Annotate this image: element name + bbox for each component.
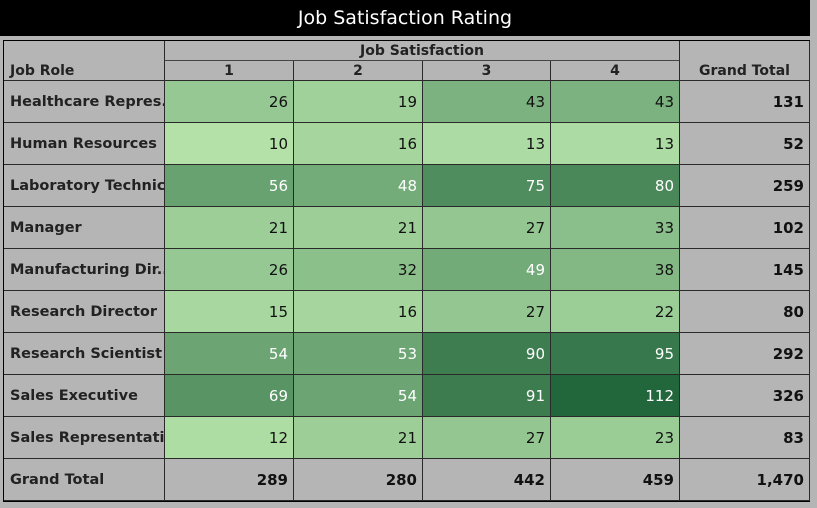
heatmap-cell: 95 <box>551 333 680 375</box>
row-total: 131 <box>680 81 810 123</box>
heatmap-cell: 19 <box>294 81 423 123</box>
column-total: 289 <box>165 459 294 501</box>
row-label: Healthcare Repres.. <box>4 81 165 123</box>
heatmap-cell: 33 <box>551 207 680 249</box>
row-total: 259 <box>680 165 810 207</box>
heatmap-cell: 10 <box>165 123 294 165</box>
column-header-4: 4 <box>551 61 680 81</box>
grand-total-row-label: Grand Total <box>4 459 165 501</box>
heatmap-cell: 13 <box>423 123 551 165</box>
heatmap-cell: 27 <box>423 291 551 333</box>
heatmap-cell: 32 <box>294 249 423 291</box>
header-spacer <box>680 41 810 61</box>
heatmap-cell: 69 <box>165 375 294 417</box>
row-total: 83 <box>680 417 810 459</box>
column-header-3: 3 <box>423 61 551 81</box>
heatmap-cell: 21 <box>165 207 294 249</box>
heatmap-cell: 43 <box>423 81 551 123</box>
row-label: Manager <box>4 207 165 249</box>
chart-title: Job Satisfaction Rating <box>0 0 810 36</box>
satisfaction-table: Job Satisfaction Job Role 1 2 3 4 Grand Total H… <box>3 40 810 502</box>
heatmap-cell: 27 <box>423 417 551 459</box>
row-total: 102 <box>680 207 810 249</box>
heatmap-cell: 91 <box>423 375 551 417</box>
heatmap-cell: 43 <box>551 81 680 123</box>
row-label: Research Scientist <box>4 333 165 375</box>
heatmap-cell: 38 <box>551 249 680 291</box>
column-total: 459 <box>551 459 680 501</box>
heatmap-cell: 54 <box>165 333 294 375</box>
row-label: Sales Representati.. <box>4 417 165 459</box>
row-total: 145 <box>680 249 810 291</box>
heatmap-cell: 16 <box>294 123 423 165</box>
heatmap-cell: 26 <box>165 249 294 291</box>
heatmap-cell: 53 <box>294 333 423 375</box>
heatmap-cell: 13 <box>551 123 680 165</box>
row-label: Manufacturing Dir.. <box>4 249 165 291</box>
heatmap-cell: 12 <box>165 417 294 459</box>
row-total: 326 <box>680 375 810 417</box>
header-spacer <box>4 41 165 61</box>
heatmap-cell: 90 <box>423 333 551 375</box>
column-header-2: 2 <box>294 61 423 81</box>
heatmap-cell: 75 <box>423 165 551 207</box>
heatmap-cell: 22 <box>551 291 680 333</box>
row-total: 52 <box>680 123 810 165</box>
heatmap-cell: 112 <box>551 375 680 417</box>
row-total: 80 <box>680 291 810 333</box>
heatmap-cell: 56 <box>165 165 294 207</box>
heatmap-cell: 49 <box>423 249 551 291</box>
heatmap-cell: 54 <box>294 375 423 417</box>
column-header-1: 1 <box>165 61 294 81</box>
heatmap-cell: 27 <box>423 207 551 249</box>
column-group-header: Job Satisfaction <box>165 41 680 61</box>
heatmap-cell: 21 <box>294 207 423 249</box>
row-label: Human Resources <box>4 123 165 165</box>
row-total: 292 <box>680 333 810 375</box>
row-label: Research Director <box>4 291 165 333</box>
row-dimension-header: Job Role <box>4 61 165 81</box>
row-label: Sales Executive <box>4 375 165 417</box>
heatmap-cell: 21 <box>294 417 423 459</box>
heatmap-cell: 26 <box>165 81 294 123</box>
column-total: 280 <box>294 459 423 501</box>
heatmap-cell: 23 <box>551 417 680 459</box>
heatmap-cell: 16 <box>294 291 423 333</box>
grand-total-header: Grand Total <box>680 61 810 81</box>
row-label: Laboratory Technic.. <box>4 165 165 207</box>
heatmap-cell: 48 <box>294 165 423 207</box>
column-total: 442 <box>423 459 551 501</box>
heatmap-cell: 80 <box>551 165 680 207</box>
heatmap-cell: 15 <box>165 291 294 333</box>
overall-grand-total: 1,470 <box>680 459 810 501</box>
